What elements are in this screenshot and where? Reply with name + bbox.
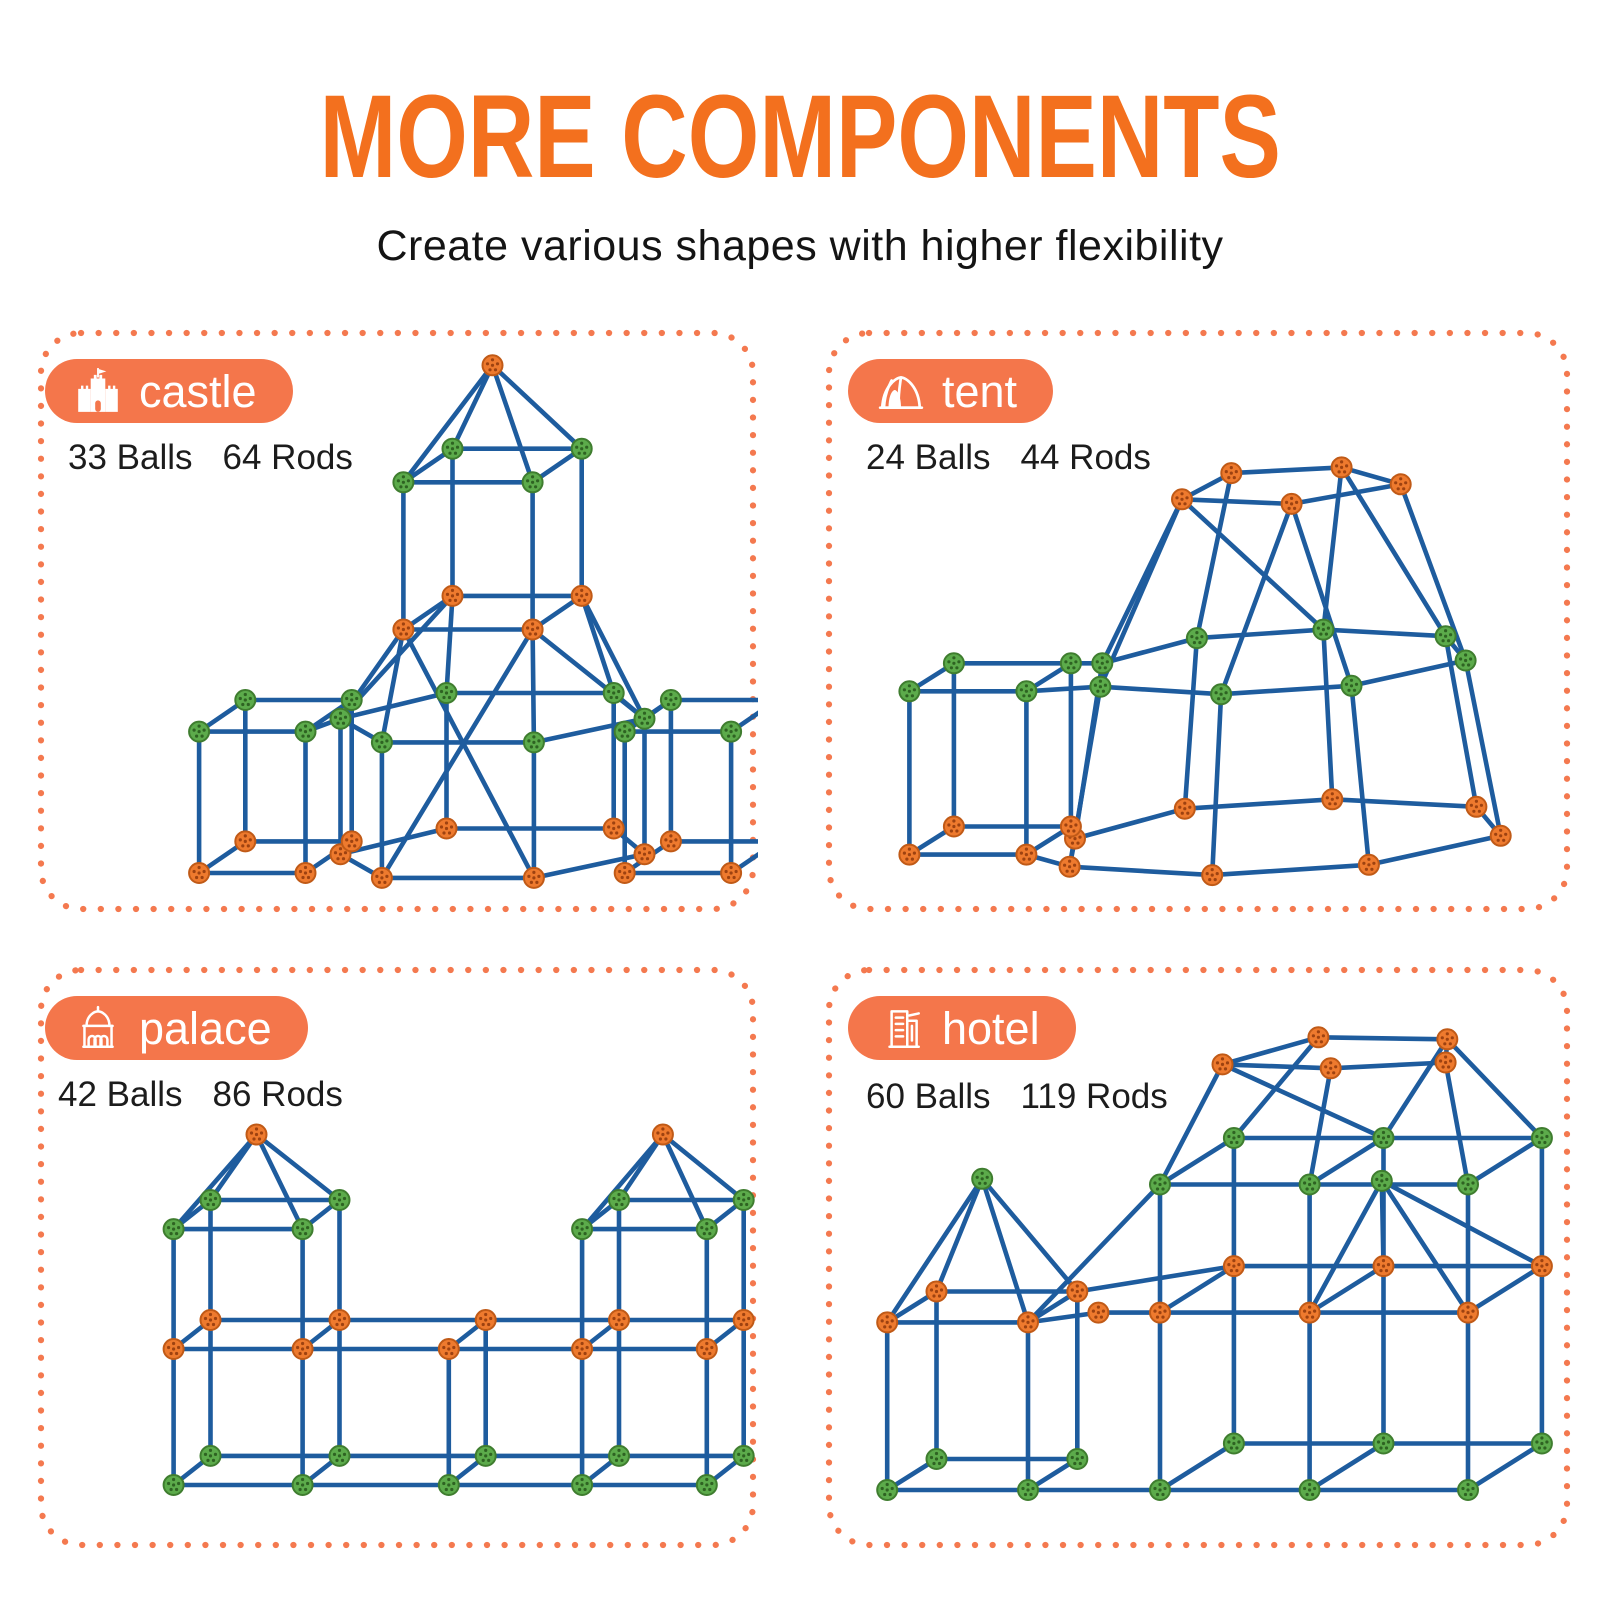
panel-palace-border: [37, 966, 757, 1549]
castle-counts: 33 Balls 64 Rods: [68, 438, 353, 478]
hotel-badge: hotel: [848, 996, 1076, 1060]
palace-icon: [82, 1005, 114, 1048]
castle-badge: castle: [45, 359, 293, 423]
hotel-balls-count: 60 Balls: [866, 1077, 991, 1116]
palace-badge: palace: [45, 996, 308, 1060]
page-title: MORE COMPONENTS: [319, 71, 1281, 203]
subheader: Create various shapes with higher flexib…: [0, 222, 1600, 271]
palace-balls-count: 42 Balls: [58, 1075, 183, 1114]
tent-badge: tent: [848, 359, 1054, 423]
hotel-label: hotel: [942, 1002, 1040, 1054]
hotel-counts: 60 Balls 119 Rods: [866, 1077, 1168, 1117]
tent-counts: 24 Balls 44 Rods: [866, 438, 1151, 478]
tent-label: tent: [942, 365, 1018, 417]
castle-label: castle: [139, 365, 257, 417]
tent-rods-count: 44 Rods: [1020, 438, 1151, 477]
panel-castle-border: [37, 329, 757, 913]
palace-counts: 42 Balls 86 Rods: [58, 1075, 343, 1115]
castle-balls-count: 33 Balls: [68, 438, 193, 477]
hotel-structure-figure: [876, 1026, 1553, 1501]
header: MORE COMPONENTS: [0, 78, 1600, 196]
panel-tent-border: [825, 329, 1571, 913]
panel-palace: palace 42 Balls 86 Rods: [36, 965, 758, 1550]
panel-hotel: hotel 60 Balls 119 Rods: [824, 965, 1572, 1550]
castle-icon: [78, 368, 118, 412]
tent-balls-count: 24 Balls: [866, 438, 991, 477]
castle-structure-figure: [188, 354, 758, 889]
hotel-icon: [888, 1010, 920, 1048]
panel-tent: tent 24 Balls 44 Rods: [824, 328, 1572, 914]
palace-label: palace: [139, 1002, 272, 1054]
palace-structure-figure: [162, 1123, 755, 1496]
panel-castle: castle 33 Balls 64 Rods: [36, 328, 758, 914]
panel-hotel-border: [825, 966, 1571, 1549]
page-subtitle: Create various shapes with higher flexib…: [376, 222, 1224, 270]
tent-structure-figure: [898, 456, 1512, 887]
tent-icon: [878, 376, 924, 410]
palace-rods-count: 86 Rods: [212, 1075, 343, 1114]
hotel-rods-count: 119 Rods: [1020, 1077, 1168, 1116]
castle-rods-count: 64 Rods: [222, 438, 353, 477]
